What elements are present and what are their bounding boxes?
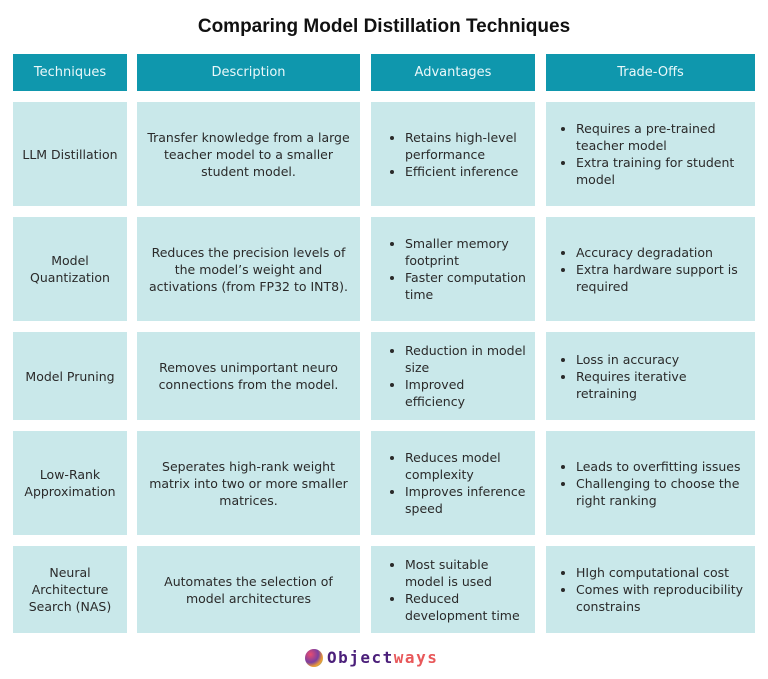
description-cell: Automates the selection of model archite… [137, 546, 360, 633]
advantages-list: Retains high-level performanceEfficient … [379, 129, 527, 180]
advantages-cell: Most suitable model is usedReduced devel… [371, 546, 535, 633]
list-item: Most suitable model is used [405, 556, 527, 590]
description-cell: Seperates high-rank weight matrix into t… [137, 431, 360, 535]
column-header: Description [137, 54, 360, 91]
technique-cell: LLM Distillation [13, 102, 127, 206]
list-item: Loss in accuracy [576, 351, 747, 368]
objectways-logo: Object ways [305, 648, 438, 667]
tradeoffs-list: Requires a pre-trained teacher modelExtr… [554, 120, 747, 188]
advantages-list: Reduction in model sizeImproved efficien… [379, 342, 527, 410]
list-item: Smaller memory footprint [405, 235, 527, 269]
tradeoffs-cell: Accuracy degradationExtra hardware suppo… [546, 217, 755, 321]
list-item: Retains high-level performance [405, 129, 527, 163]
tradeoffs-list: Accuracy degradationExtra hardware suppo… [554, 244, 747, 295]
advantages-list: Most suitable model is usedReduced devel… [379, 556, 527, 624]
tradeoffs-cell: HIgh computational costComes with reprod… [546, 546, 755, 633]
technique-cell: Model Quantization [13, 217, 127, 321]
list-item: Reduction in model size [405, 342, 527, 376]
list-item: Challenging to choose the right ranking [576, 475, 747, 509]
logo-text-object: Object [327, 648, 394, 667]
list-item: Efficient inference [405, 163, 527, 180]
list-item: Improved efficiency [405, 376, 527, 410]
advantages-cell: Retains high-level performanceEfficient … [371, 102, 535, 206]
advantages-list: Smaller memory footprintFaster computati… [379, 235, 527, 303]
advantages-cell: Reduction in model sizeImproved efficien… [371, 332, 535, 420]
page-title: Comparing Model Distillation Techniques [197, 16, 571, 37]
column-header: Techniques [13, 54, 127, 91]
description-cell: Transfer knowledge from a large teacher … [137, 102, 360, 206]
list-item: Leads to overfitting issues [576, 458, 747, 475]
list-item: Extra hardware support is required [576, 261, 747, 295]
globe-logo-icon [305, 648, 323, 667]
list-item: Reduced development time [405, 590, 527, 624]
tradeoffs-cell: Leads to overfitting issuesChallenging t… [546, 431, 755, 535]
list-item: Faster computation time [405, 269, 527, 303]
technique-cell: Neural Architecture Search (NAS) [13, 546, 127, 633]
tradeoffs-list: HIgh computational costComes with reprod… [554, 564, 747, 615]
tradeoffs-list: Leads to overfitting issuesChallenging t… [554, 458, 747, 509]
logo-text-ways: ways [393, 648, 439, 667]
description-cell: Reduces the precision levels of the mode… [137, 217, 360, 321]
list-item: Requires iterative retraining [576, 368, 747, 402]
technique-cell: Model Pruning [13, 332, 127, 420]
tradeoffs-cell: Requires a pre-trained teacher modelExtr… [546, 102, 755, 206]
advantages-cell: Smaller memory footprintFaster computati… [371, 217, 535, 321]
list-item: HIgh computational cost [576, 564, 747, 581]
technique-cell: Low-Rank Approximation [13, 431, 127, 535]
list-item: Extra training for student model [576, 154, 747, 188]
advantages-cell: Reduces model complexityImproves inferen… [371, 431, 535, 535]
column-header: Trade-Offs [546, 54, 755, 91]
description-cell: Removes unimportant neuro connections fr… [137, 332, 360, 420]
list-item: Accuracy degradation [576, 244, 747, 261]
list-item: Improves inference speed [405, 483, 527, 517]
list-item: Requires a pre-trained teacher model [576, 120, 747, 154]
list-item: Comes with reproducibility constrains [576, 581, 747, 615]
advantages-list: Reduces model complexityImproves inferen… [379, 449, 527, 517]
column-header: Advantages [371, 54, 535, 91]
tradeoffs-list: Loss in accuracyRequires iterative retra… [554, 351, 747, 402]
tradeoffs-cell: Loss in accuracyRequires iterative retra… [546, 332, 755, 420]
list-item: Reduces model complexity [405, 449, 527, 483]
